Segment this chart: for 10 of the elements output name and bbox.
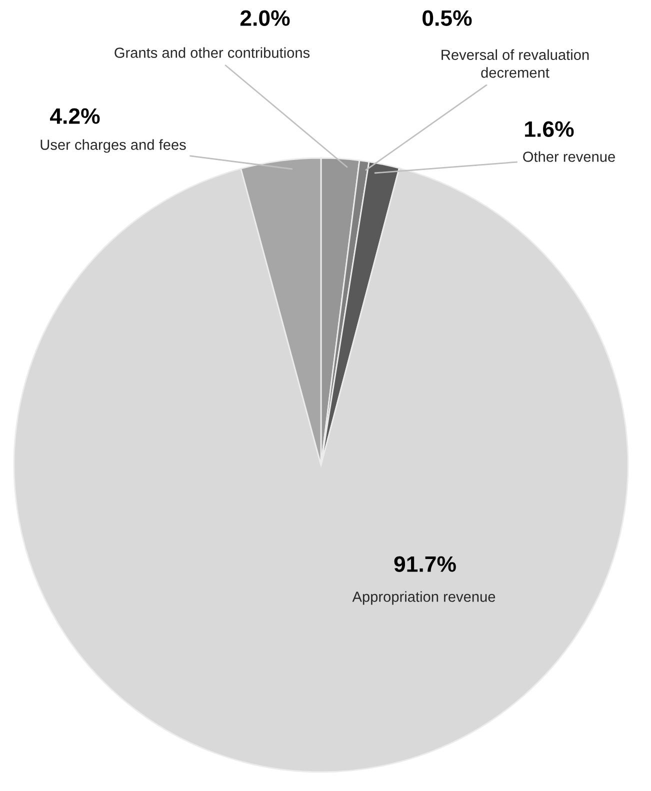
data-label: 2.0%	[240, 10, 290, 26]
data-label: 91.7%	[394, 556, 456, 572]
slice-label: Other revenue	[523, 151, 615, 162]
data-label: 0.5%	[422, 10, 472, 26]
slice-label: User charges and fees	[40, 139, 186, 153]
slice-label: Grants and other contributions	[114, 47, 310, 58]
data-label: 4.2%	[50, 108, 100, 124]
data-label: 1.6%	[525, 121, 574, 137]
slice-label: Appropriation revenue	[352, 591, 496, 605]
slice-label: Reversal of revaluation decrement	[442, 49, 589, 78]
